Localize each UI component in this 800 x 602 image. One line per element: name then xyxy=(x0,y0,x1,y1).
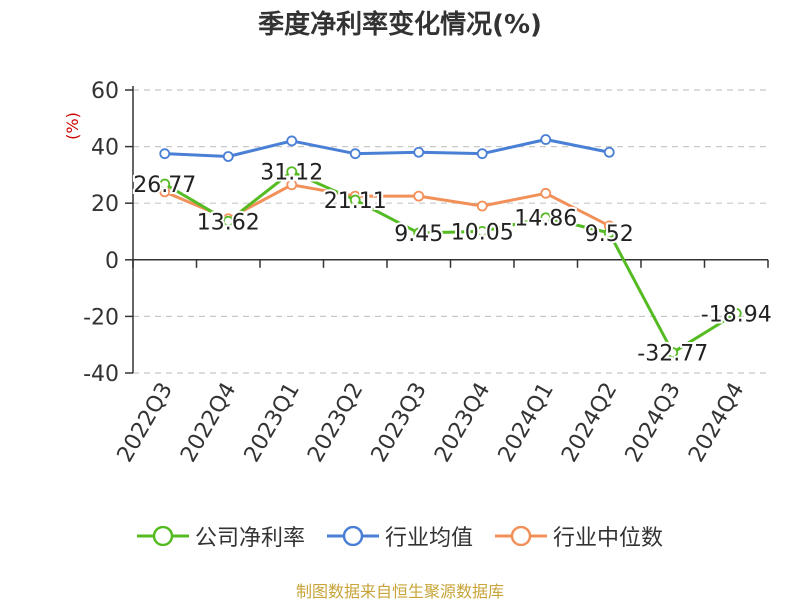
data-label: 9.45 xyxy=(394,222,443,247)
data-label: 26.77 xyxy=(133,173,196,198)
series-lines xyxy=(159,134,742,358)
data-point xyxy=(667,347,679,358)
axes: 60 40 20 0 -20 -40 (%) 2022Q32022Q42023Q12023Q2… xyxy=(63,79,769,467)
data-label: -18.94 xyxy=(701,302,772,327)
data-label: 14.86 xyxy=(514,207,577,232)
chart-title: 季度净利率变化情况(%) xyxy=(258,10,542,40)
data-point xyxy=(540,212,552,224)
legend-label: 公司净利率 xyxy=(194,526,305,551)
x-tick-label: 2023Q2 xyxy=(303,379,368,467)
y-tick-label: 60 xyxy=(91,79,119,104)
data-label: 31.12 xyxy=(260,161,323,186)
data-point xyxy=(286,179,298,191)
x-tick-label: 2024Q4 xyxy=(684,379,749,467)
data-point xyxy=(222,151,234,162)
data-point xyxy=(222,215,234,227)
y-tick-label: 0 xyxy=(105,249,119,274)
data-label: -32.77 xyxy=(637,342,708,367)
legend-item[interactable]: 公司净利率 xyxy=(136,520,305,552)
data-point xyxy=(159,148,171,160)
legend: 公司净利率 行业均值 行业中位数 xyxy=(0,518,800,554)
data-label: 10.05 xyxy=(451,220,514,245)
data-point xyxy=(286,166,298,178)
legend-item[interactable]: 行业均值 xyxy=(326,520,473,552)
y-axis-label: (%) xyxy=(63,112,82,140)
data-point xyxy=(603,227,615,239)
legend-label: 行业均值 xyxy=(384,526,473,551)
data-point xyxy=(540,187,552,199)
data-label: 21.11 xyxy=(324,189,387,214)
y-tick-label: 40 xyxy=(91,136,119,161)
data-point xyxy=(476,200,488,212)
legend-swatch xyxy=(136,526,189,546)
x-tick-label: 2023Q4 xyxy=(430,379,495,467)
x-tick-label: 2023Q3 xyxy=(367,379,432,467)
legend-item[interactable]: 行业中位数 xyxy=(495,520,663,552)
series-line xyxy=(164,138,610,159)
x-tick-label: 2024Q2 xyxy=(557,379,622,467)
x-tick-label: 2022Q4 xyxy=(176,379,241,467)
x-tick-label: 2024Q1 xyxy=(494,379,559,467)
series-line xyxy=(163,170,738,355)
data-point xyxy=(476,148,488,160)
data-point xyxy=(603,146,615,158)
data-point xyxy=(730,308,742,319)
data-point xyxy=(413,146,425,158)
legend-marker xyxy=(342,526,364,546)
legend-marker xyxy=(152,526,174,546)
legend-swatch xyxy=(326,526,379,546)
data-point xyxy=(413,227,425,239)
grid-lines xyxy=(133,89,768,374)
y-tick-label: -20 xyxy=(83,305,119,330)
y-tick-label: 20 xyxy=(91,192,119,217)
legend-marker xyxy=(510,526,532,546)
y-tick-label: -40 xyxy=(83,362,119,387)
legend-swatch xyxy=(495,526,547,546)
data-point xyxy=(349,194,361,206)
data-point xyxy=(413,190,425,202)
x-tick-label: 2024Q3 xyxy=(621,379,686,467)
data-label: 9.52 xyxy=(585,222,634,247)
legend-label: 行业中位数 xyxy=(553,526,664,551)
data-point xyxy=(286,135,298,147)
x-tick-label: 2022Q3 xyxy=(113,379,178,467)
data-point xyxy=(159,178,171,190)
data-point xyxy=(540,134,552,145)
data-label: 13.62 xyxy=(197,210,260,235)
data-point xyxy=(349,148,361,160)
x-tick-label: 2023Q1 xyxy=(240,379,305,467)
source-note: 制图数据来自恒生聚源数据库 xyxy=(295,582,504,601)
data-point xyxy=(476,225,488,237)
